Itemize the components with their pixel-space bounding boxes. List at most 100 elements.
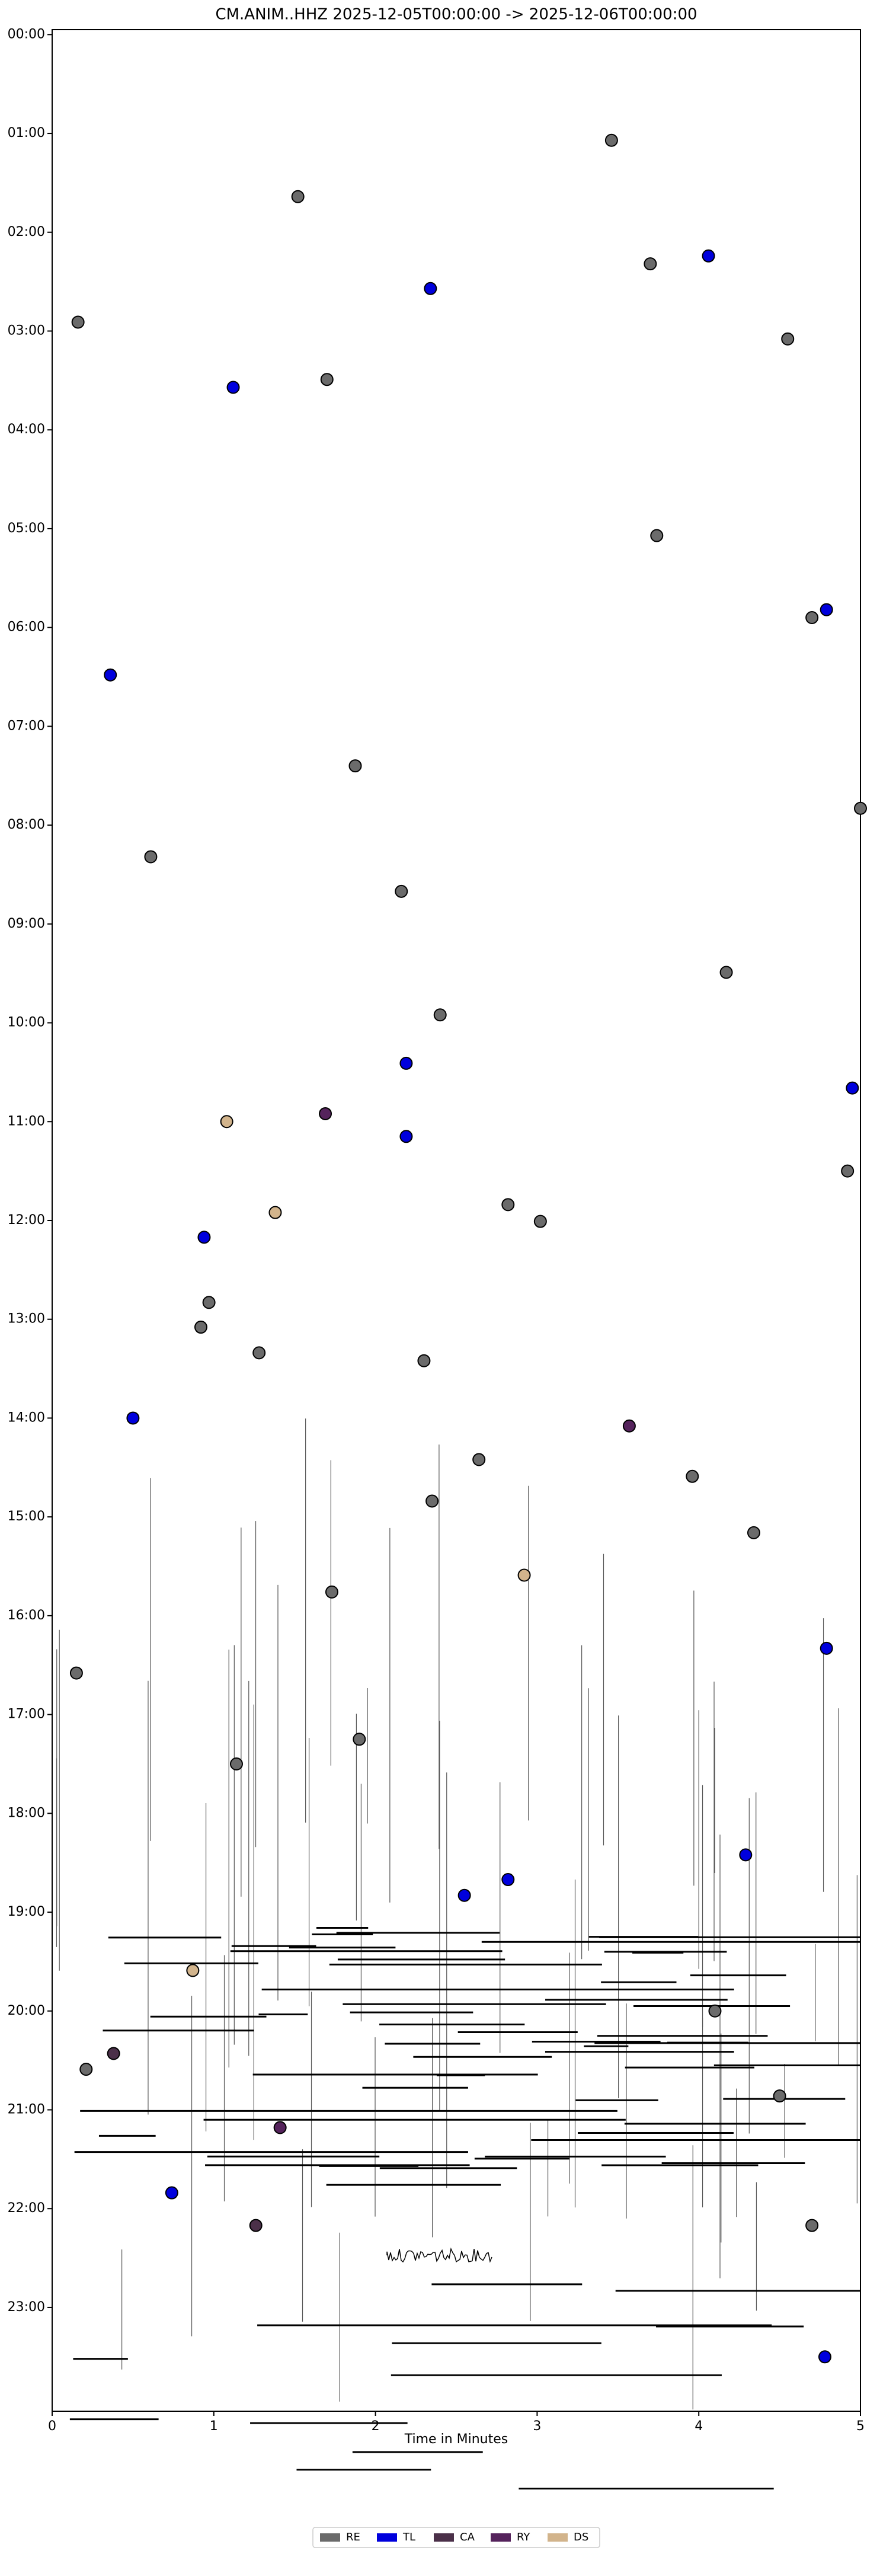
event-marker: [604, 133, 618, 147]
event-marker: [220, 1115, 233, 1129]
legend-swatch: [491, 2533, 511, 2542]
x-axis-label: Time in Minutes: [404, 2432, 508, 2447]
legend-label: CA: [460, 2531, 475, 2543]
event-marker: [417, 1354, 431, 1367]
event-marker: [144, 850, 158, 864]
event-marker: [71, 315, 85, 329]
legend-label: DS: [574, 2531, 588, 2543]
event-marker: [457, 1888, 471, 1902]
event-marker: [622, 1419, 636, 1433]
event-marker: [186, 1964, 200, 1977]
event-marker: [325, 1585, 338, 1599]
x-tick-label: 1: [210, 2419, 218, 2434]
y-tick-label: 14:00: [8, 1410, 45, 1425]
event-marker: [399, 1056, 413, 1070]
y-tick-label: 03:00: [8, 324, 45, 338]
event-marker: [781, 332, 795, 346]
legend-label: RE: [346, 2531, 360, 2543]
legend-label: RY: [517, 2531, 530, 2543]
event-marker: [197, 1231, 211, 1244]
y-tick-label: 02:00: [8, 225, 45, 239]
event-marker: [820, 1641, 833, 1655]
y-tick-label: 23:00: [8, 2300, 45, 2315]
event-marker: [841, 1164, 855, 1178]
event-marker: [650, 529, 664, 542]
y-tick-label: 07:00: [8, 718, 45, 733]
y-tick-label: 10:00: [8, 1015, 45, 1030]
event-marker: [79, 2063, 93, 2076]
y-tick-label: 22:00: [8, 2201, 45, 2216]
legend-swatch: [377, 2533, 397, 2542]
event-marker: [69, 1666, 83, 1680]
event-marker: [719, 966, 733, 979]
event-marker: [854, 801, 867, 815]
y-tick-label: 05:00: [8, 521, 45, 536]
event-marker: [708, 2004, 722, 2018]
y-tick-label: 11:00: [8, 1114, 45, 1129]
x-tick-label: 5: [856, 2419, 865, 2434]
y-tick-label: 00:00: [8, 27, 45, 41]
legend-label: TL: [402, 2531, 415, 2543]
y-tick-label: 16:00: [8, 1608, 45, 1623]
event-marker: [291, 190, 305, 203]
y-tick-label: 21:00: [8, 2102, 45, 2117]
y-tick-label: 08:00: [8, 817, 45, 832]
event-marker: [644, 257, 657, 271]
y-tick-label: 04:00: [8, 422, 45, 437]
event-marker: [773, 2089, 786, 2103]
event-marker: [533, 1215, 547, 1228]
legend-box: [312, 2527, 600, 2548]
event-marker: [348, 759, 362, 773]
legend-swatch: [434, 2533, 454, 2542]
event-marker: [747, 1526, 760, 1539]
y-tick-label: 01:00: [8, 126, 45, 140]
y-tick-label: 17:00: [8, 1707, 45, 1722]
y-tick-label: 20:00: [8, 2003, 45, 2018]
event-marker: [229, 1757, 243, 1770]
y-tick-label: 06:00: [8, 620, 45, 635]
event-marker: [472, 1453, 486, 1466]
event-marker: [739, 1848, 753, 1862]
event-marker: [501, 1873, 515, 1887]
event-marker: [399, 1130, 413, 1143]
event-marker: [273, 2121, 287, 2134]
y-tick-label: 18:00: [8, 1805, 45, 1820]
event-marker: [805, 2219, 819, 2232]
event-marker: [104, 668, 117, 682]
y-tick-label: 13:00: [8, 1312, 45, 1327]
event-marker: [319, 1107, 332, 1120]
x-tick-label: 2: [372, 2419, 380, 2434]
x-tick-label: 4: [695, 2419, 703, 2434]
event-marker: [249, 2219, 263, 2232]
event-marker: [320, 373, 334, 386]
event-marker: [268, 1206, 282, 1219]
chart-title: CM.ANIM..HHZ 2025-12-05T00:00:00 -> 2025…: [215, 6, 697, 24]
event-marker: [226, 381, 240, 394]
event-marker: [702, 249, 715, 263]
event-marker: [501, 1198, 515, 1212]
y-tick-label: 19:00: [8, 1904, 45, 1919]
y-tick-label: 12:00: [8, 1213, 45, 1228]
event-marker: [818, 2350, 831, 2364]
traces: [56, 1418, 860, 2490]
event-marker: [424, 282, 437, 295]
event-marker: [202, 1296, 216, 1309]
event-marker: [846, 1081, 859, 1095]
event-marker: [433, 1008, 447, 1022]
legend-swatch: [548, 2533, 568, 2542]
legend-swatch: [320, 2533, 340, 2542]
x-tick-label: 0: [48, 2419, 56, 2434]
event-marker: [194, 1321, 207, 1334]
event-marker: [686, 1469, 699, 1483]
event-marker: [252, 1346, 266, 1360]
y-tick-label: 09:00: [8, 916, 45, 931]
event-marker: [425, 1494, 439, 1508]
x-tick-label: 3: [533, 2419, 541, 2434]
trace-burst: [386, 2247, 492, 2263]
event-marker: [395, 884, 408, 898]
event-marker: [165, 2186, 178, 2200]
event-marker: [805, 611, 819, 624]
